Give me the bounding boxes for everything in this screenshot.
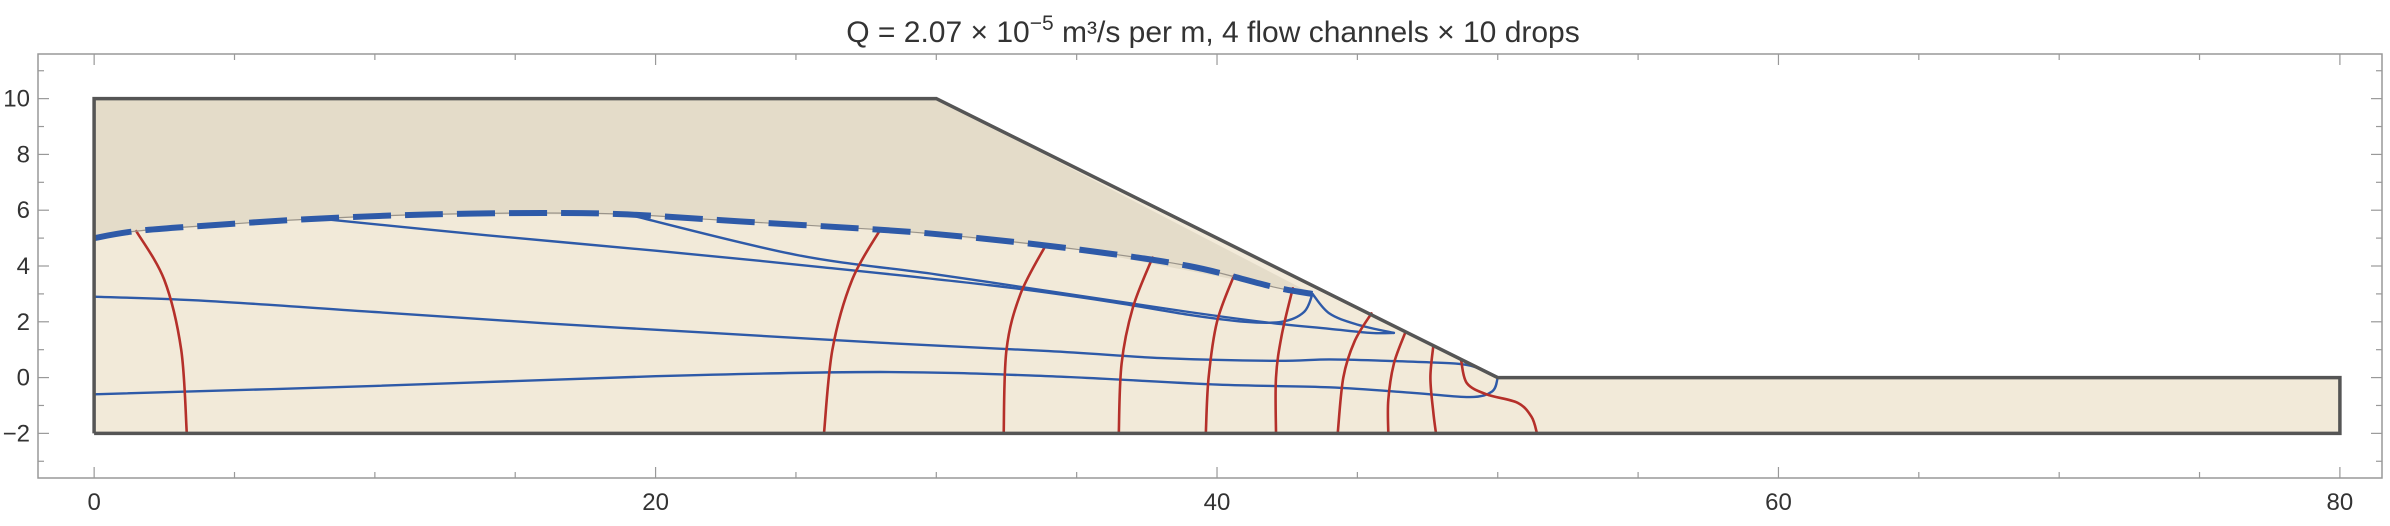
flow-line (92, 370, 1499, 399)
flow-line (1311, 292, 1396, 335)
y-tick-label: 6 (17, 197, 30, 224)
equipotential-line (1386, 331, 1407, 435)
y-tick-label: 0 (17, 365, 30, 392)
chart-title: Q = 2.07 × 10−5 m³/s per m, 4 flow chann… (846, 12, 1580, 49)
x-tick-label: 0 (87, 489, 100, 516)
x-tick-label: 20 (642, 489, 669, 516)
title-q-prefix: Q = 2.07 × 10 (846, 16, 1029, 49)
flow-line (317, 217, 1314, 325)
x-tick-label: 60 (1765, 489, 1792, 516)
equipotential-line (1204, 274, 1236, 435)
equipotential-line (1002, 243, 1048, 435)
plot-area: 0 20 40 60 80 −2 0 2 4 6 8 10 (3, 53, 2383, 516)
x-tick-label: 40 (1204, 489, 1231, 516)
y-tick-label: 4 (17, 253, 30, 280)
equipotential-line (135, 229, 189, 435)
y-tick-label: 10 (3, 86, 30, 113)
equipotential-line (1117, 256, 1154, 435)
equipotential-line (1459, 359, 1539, 435)
equipotential-line (822, 228, 882, 435)
title-q-exponent: −5 (1030, 12, 1054, 35)
y-tick-label: 8 (17, 141, 30, 168)
dam-outline (92, 96, 2342, 436)
y-tick-label: 2 (17, 309, 30, 336)
flow-line (92, 295, 1480, 369)
equipotential-line (1274, 287, 1295, 435)
title-q-suffix: m³/s per m, 4 flow channels × 10 drops (1054, 16, 1580, 49)
flow-line (626, 213, 1396, 335)
equipotential-line (1336, 312, 1373, 435)
x-tick-label: 80 (2327, 489, 2354, 516)
equipotential-line (1429, 345, 1438, 435)
dry-zone (94, 98, 1313, 294)
y-tick-label: −2 (3, 420, 30, 447)
phreatic-line (93, 209, 1314, 297)
